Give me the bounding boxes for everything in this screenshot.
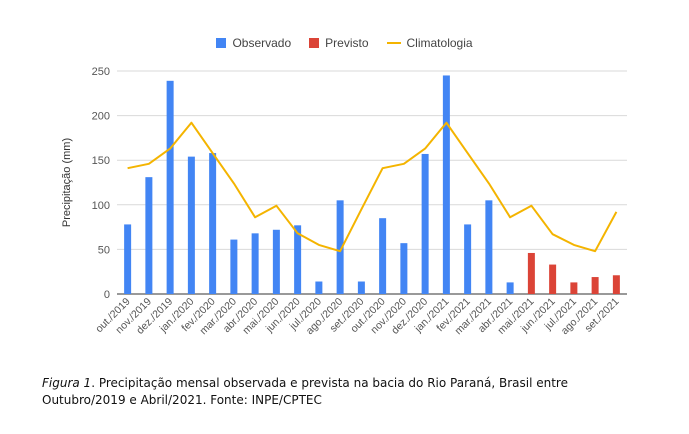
y-tick-label: 250 — [92, 66, 110, 78]
bar-observado — [124, 224, 132, 294]
bar-observado — [400, 243, 408, 294]
bar-observado — [442, 75, 450, 295]
y-tick-label: 50 — [98, 244, 110, 256]
bar-observado — [379, 218, 387, 294]
bar-observado — [145, 177, 153, 294]
y-axis-title: Precipitação (mm) — [61, 138, 73, 227]
figure-caption: Figura 1. Precipitação mensal observada … — [42, 375, 642, 409]
legend-swatch-climatologia — [386, 42, 401, 44]
bar-observado — [251, 233, 259, 294]
line-climatologia — [127, 121, 618, 253]
bar-observado — [506, 282, 514, 294]
bar-observado — [166, 80, 174, 294]
bar-observado — [357, 281, 365, 294]
bar-previsto — [570, 282, 578, 294]
bar-previsto — [549, 264, 557, 294]
bar-observado — [272, 229, 280, 294]
bar-previsto — [527, 252, 535, 294]
bar-observado — [187, 156, 195, 294]
legend-label-climatologia: Climatologia — [406, 36, 473, 50]
bar-observado — [485, 200, 493, 294]
legend-label-previsto: Previsto — [325, 36, 369, 50]
bar-previsto — [612, 275, 620, 294]
y-tick-label: 100 — [92, 200, 110, 212]
chart-legend: Observado Previsto Climatologia — [0, 36, 689, 50]
y-tick-label: 150 — [92, 155, 110, 167]
bar-observado — [464, 224, 472, 294]
bar-observado — [230, 239, 238, 294]
bar-observado — [336, 200, 344, 294]
bar-observado — [421, 153, 429, 294]
bar-observado — [209, 153, 217, 294]
legend-item-observado: Observado — [216, 36, 291, 50]
y-tick-label: 200 — [92, 111, 110, 123]
legend-label-observado: Observado — [232, 36, 292, 50]
caption-text: . Precipitação mensal observada e previs… — [42, 376, 568, 407]
legend-swatch-previsto — [309, 38, 320, 48]
bar-observado — [294, 225, 302, 294]
figure-label: Figura 1 — [42, 376, 92, 390]
bar-observado — [315, 281, 323, 294]
legend-item-previsto: Previsto — [309, 36, 369, 50]
legend-swatch-observado — [216, 38, 227, 48]
bar-previsto — [591, 277, 599, 294]
y-tick-label: 0 — [104, 289, 110, 301]
legend-item-climatologia: Climatologia — [386, 36, 473, 50]
